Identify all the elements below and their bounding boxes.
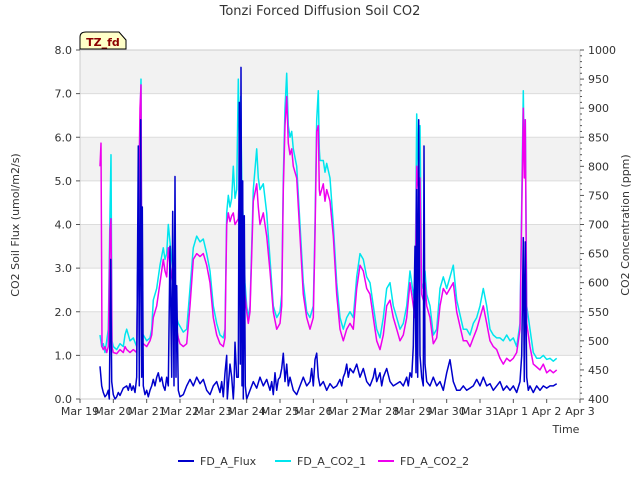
y-right-tick-label: 850 <box>588 131 609 144</box>
x-tick-label: Apr 3 <box>565 405 595 418</box>
legend-label: FD_A_Flux <box>200 455 257 468</box>
site-badge-box <box>79 31 127 50</box>
x-tick-label: Mar 28 <box>361 405 399 418</box>
x-tick-label: Mar 30 <box>428 405 466 418</box>
x-tick-label: Apr 1 <box>499 405 529 418</box>
y-right-tick-label: 750 <box>588 189 609 202</box>
legend-label: FD_A_CO2_1 <box>297 455 366 468</box>
x-tick-label: Mar 19 <box>61 405 99 418</box>
y-left-tick-label: 3.0 <box>55 262 73 275</box>
x-tick-label: Mar 25 <box>261 405 299 418</box>
y-left-tick-label: 4.0 <box>55 219 73 232</box>
y-right-tick-label: 400 <box>588 393 609 406</box>
y-right-tick-label: 900 <box>588 102 609 115</box>
background-band <box>80 50 580 94</box>
x-axis-label: Time <box>552 423 580 436</box>
y-right-tick-label: 500 <box>588 335 609 348</box>
background-band <box>80 137 580 181</box>
series-line-fd-a-flux <box>99 66 558 400</box>
y-right-tick-label: 700 <box>588 219 609 232</box>
x-tick-label: Apr 2 <box>532 405 562 418</box>
x-tick-label: Mar 23 <box>194 405 232 418</box>
y-left-axis-label: CO2 Soil Flux (umol/m2/s) <box>9 153 22 296</box>
background-band <box>80 311 580 356</box>
x-tick-label: Mar 22 <box>161 405 199 418</box>
background-bands <box>80 50 580 356</box>
x-tick-label: Mar 26 <box>294 405 332 418</box>
y-right-tick-label: 650 <box>588 248 609 261</box>
y-left-tick-label: 8.0 <box>55 44 73 57</box>
y-left-tick-label: 0.0 <box>55 393 73 406</box>
y-left-tick-label: 5.0 <box>55 175 73 188</box>
y-left-tick-label: 2.0 <box>55 306 73 319</box>
site-badge: TZ_fd <box>79 31 127 50</box>
y-left-tick-label: 7.0 <box>55 88 73 101</box>
y-right-tick-label: 600 <box>588 277 609 290</box>
x-tick-label: Mar 24 <box>228 405 266 418</box>
y-right-tick-label: 800 <box>588 160 609 173</box>
x-tick-label: Mar 27 <box>328 405 366 418</box>
series-line-fd-a-co2-2 <box>99 84 558 374</box>
chart-title: Tonzi Forced Diffusion Soil CO2 <box>219 4 421 19</box>
x-tick-label: Mar 31 <box>461 405 499 418</box>
y-left-tick-label: 1.0 <box>55 349 73 362</box>
y-right-axis-label: CO2 Concentration (ppm) <box>619 154 632 295</box>
y-right-tick-label: 550 <box>588 306 609 319</box>
background-band <box>80 224 580 269</box>
x-tick-label: Mar 29 <box>394 405 432 418</box>
y-right-tick-label: 450 <box>588 364 609 377</box>
y-right-tick-label: 1000 <box>588 44 616 57</box>
y-right-tick-label: 950 <box>588 73 609 86</box>
series-layer <box>99 66 558 400</box>
site-badge-label: TZ_fd <box>86 36 120 49</box>
legend: FD_A_Flux FD_A_CO2_1 FD_A_CO2_2 <box>178 455 469 468</box>
y-left-tick-label: 6.0 <box>55 131 73 144</box>
x-tick-label: Mar 20 <box>94 405 132 418</box>
legend-label: FD_A_CO2_2 <box>400 455 469 468</box>
x-tick-label: Mar 21 <box>128 405 166 418</box>
y-right-axis-ticks: 400 450 500 550 600 650 700 750 800 850 900 950 1000 <box>580 44 616 406</box>
y-left-axis-ticks: 0.0 1.0 2.0 3.0 4.0 5.0 6.0 7.0 8.0 <box>55 44 80 406</box>
